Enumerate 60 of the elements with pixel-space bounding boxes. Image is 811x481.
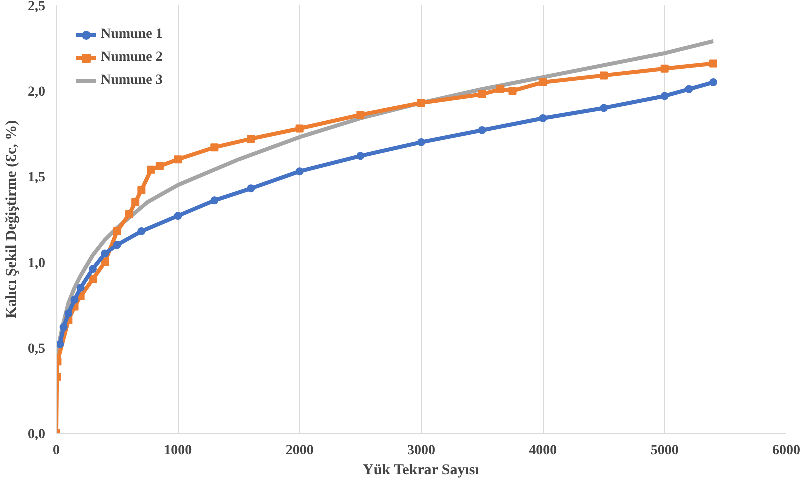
point xyxy=(156,162,164,170)
point xyxy=(685,85,694,94)
point xyxy=(174,212,182,220)
point xyxy=(126,210,134,218)
y-tick-label: 1,5 xyxy=(28,170,46,186)
y-tick-label: 2,5 xyxy=(28,0,46,14)
point xyxy=(710,78,718,87)
point xyxy=(496,85,505,94)
legend-label: Numune 1 xyxy=(101,27,163,43)
point xyxy=(478,126,486,134)
point xyxy=(89,265,97,274)
point xyxy=(132,198,140,206)
point xyxy=(247,184,256,193)
point xyxy=(247,135,256,144)
point xyxy=(660,92,669,100)
point xyxy=(660,64,669,73)
point xyxy=(101,250,110,258)
point xyxy=(539,78,548,87)
point xyxy=(89,275,97,284)
point xyxy=(174,156,182,164)
point xyxy=(138,186,146,194)
y-axis-title: Kalıcı Şekil Değiştirme (Ɛc, %) xyxy=(4,120,20,319)
point xyxy=(539,114,548,122)
point xyxy=(210,144,219,152)
legend-label: Numune 3 xyxy=(101,73,163,89)
point xyxy=(60,323,68,332)
point xyxy=(101,258,110,266)
y-tick-label: 0,0 xyxy=(28,428,46,442)
point xyxy=(296,168,304,176)
point xyxy=(76,284,85,292)
y-tick-label: 0,5 xyxy=(28,342,46,357)
x-tick-label: 5000 xyxy=(650,444,679,458)
point xyxy=(508,87,517,96)
point xyxy=(70,296,79,304)
point xyxy=(210,196,219,205)
point xyxy=(418,138,426,146)
point xyxy=(600,72,608,80)
point xyxy=(418,99,426,108)
point xyxy=(478,90,486,99)
point xyxy=(147,166,156,174)
x-tick-label: 6000 xyxy=(772,444,800,458)
point xyxy=(710,60,718,68)
point xyxy=(356,111,365,120)
x-tick-label: 1000 xyxy=(164,444,192,458)
x-axis-title: Yük Tekrar Sayısı xyxy=(363,462,480,478)
point xyxy=(296,124,304,133)
legend-label: Numune 2 xyxy=(101,50,163,66)
point xyxy=(113,241,122,250)
x-tick-label: 3000 xyxy=(408,444,436,458)
point xyxy=(64,310,73,318)
y-tick-label: 1,0 xyxy=(28,256,46,272)
x-tick-label: 2000 xyxy=(286,444,314,458)
x-tick-label: 4000 xyxy=(529,444,558,458)
point xyxy=(356,152,365,160)
point xyxy=(138,227,146,236)
point xyxy=(600,104,608,112)
point xyxy=(56,340,64,348)
y-tick-label: 2,0 xyxy=(28,85,46,100)
point xyxy=(113,227,122,236)
x-tick-label: 0 xyxy=(53,444,60,458)
